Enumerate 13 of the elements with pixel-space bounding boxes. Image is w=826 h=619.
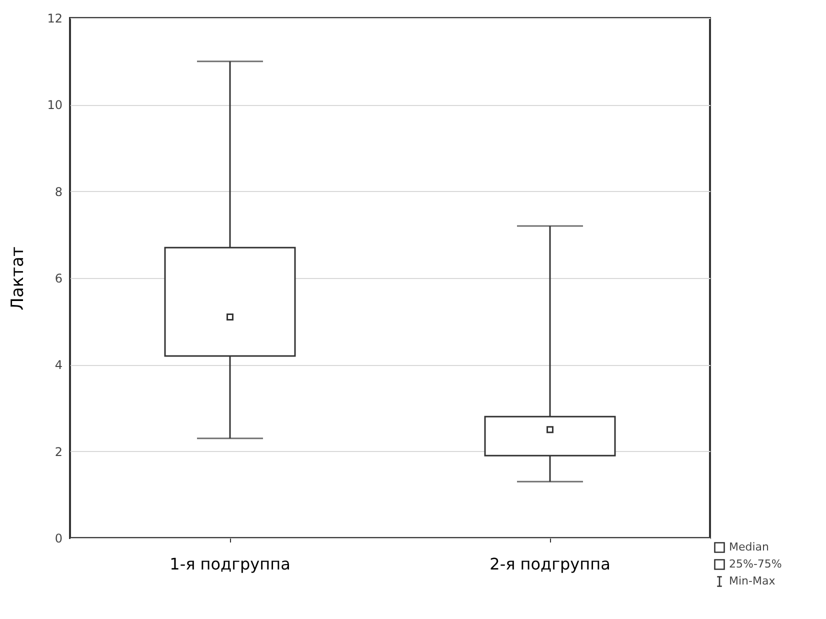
text: Median bbox=[729, 540, 770, 554]
x-tick-label: 2-я подгруппа bbox=[490, 554, 610, 574]
y-tick-label: 6 bbox=[54, 272, 62, 286]
y-tick-label: 10 bbox=[47, 98, 62, 112]
text: Min-Max bbox=[729, 574, 776, 588]
y-tick-label: 0 bbox=[54, 532, 62, 546]
y-tick-label: 4 bbox=[54, 358, 62, 372]
y-tick-label: 8 bbox=[54, 184, 62, 199]
y-tick-label: 2 bbox=[54, 444, 62, 459]
y-axis-title: Лактат bbox=[8, 246, 28, 310]
y-tick-label: 12 bbox=[47, 12, 62, 26]
x-tick-label: 1-я подгруппа bbox=[170, 554, 290, 574]
text: 25%-75% bbox=[729, 558, 782, 570]
